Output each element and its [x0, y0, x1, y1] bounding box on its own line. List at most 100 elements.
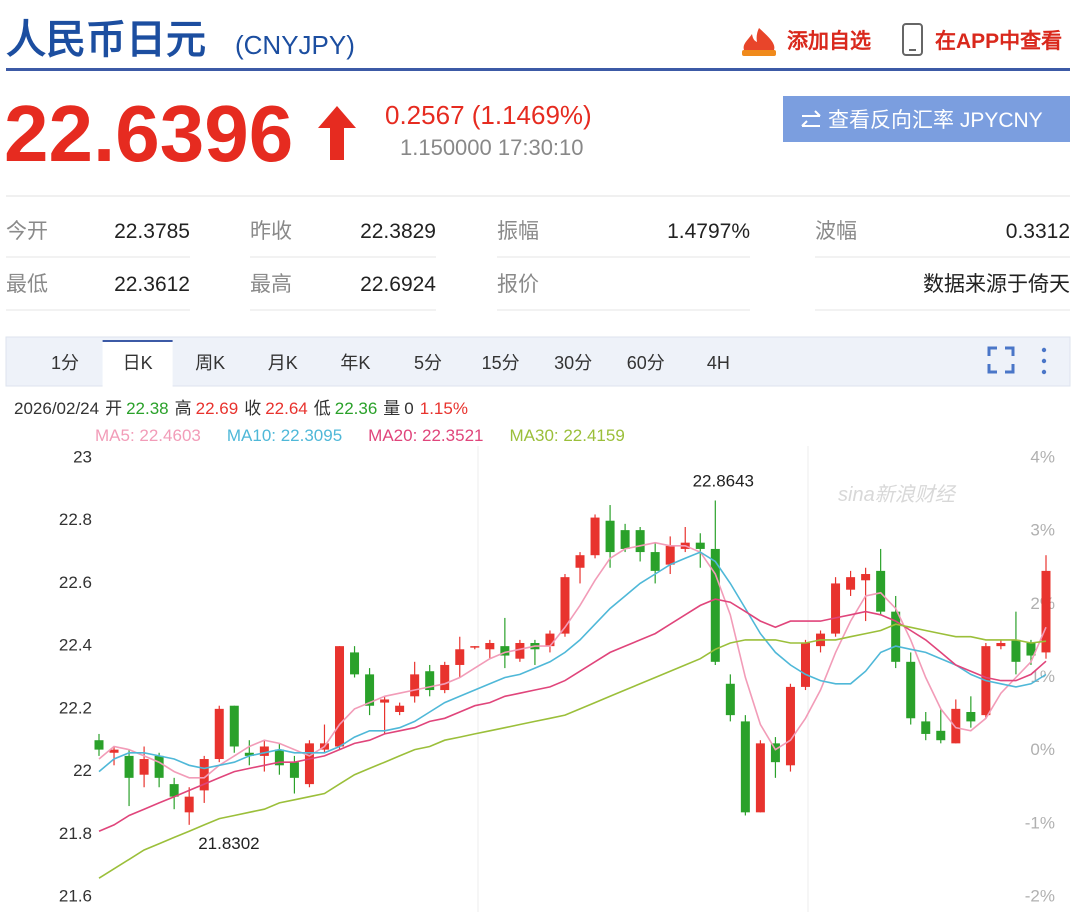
candle-body [184, 796, 194, 813]
info-value: 22.69 [196, 399, 239, 418]
info-value: 0 [404, 399, 413, 418]
y-tick-label: 22.4 [59, 636, 92, 655]
add-watch[interactable]: 添加自选 [787, 29, 871, 53]
candle-body [846, 577, 856, 590]
stat-label: 报价 [497, 273, 539, 296]
candle-body [500, 646, 510, 656]
info-label: 量 [383, 399, 400, 418]
legend-entry: MA30: 22.4159 [509, 426, 624, 445]
y-tick-label: 22.8 [59, 510, 92, 529]
candle-body [289, 762, 299, 778]
quote-time: 1.150000 17:30:10 [400, 135, 584, 160]
candle-body [635, 530, 645, 553]
candle-body [665, 545, 675, 565]
candle-body [154, 755, 164, 778]
candle-body [575, 555, 585, 568]
stat-value: 22.6924 [360, 273, 436, 296]
active-tab-marker [102, 340, 173, 342]
low-annotation: 21.8302 [198, 834, 259, 853]
reverse-rate-button[interactable]: 查看反向汇率 JPYCNY [783, 96, 1070, 142]
add-watch-icon[interactable] [742, 28, 776, 56]
period-tab[interactable]: 年K [340, 353, 370, 373]
header-rule [6, 68, 1070, 71]
info-label: 低 [314, 399, 331, 418]
info-value: 1.15% [420, 399, 468, 418]
info-label: 收 [244, 399, 261, 418]
candle-body [831, 583, 841, 634]
y2-tick-label: -1% [1025, 813, 1055, 832]
info-value: 22.64 [265, 399, 308, 418]
ohlc-info: 2026/02/24 开 22.38 高 22.69 收 22.64 低 22.36 量 0 1.15… [14, 399, 468, 418]
stat-label: 今开 [6, 220, 48, 243]
candle-body [335, 646, 345, 747]
y-tick-label: 21.6 [59, 886, 92, 905]
stat-label: 波幅 [815, 220, 857, 243]
candle-body [605, 520, 615, 553]
y2-tick-label: 4% [1030, 447, 1055, 466]
stat-label: 最高 [250, 273, 292, 296]
candle-body [229, 705, 239, 747]
y-tick-label: 22.6 [59, 573, 92, 592]
fullscreen-icon[interactable] [987, 346, 1015, 374]
phone-icon[interactable] [902, 23, 923, 56]
candle-body [650, 552, 660, 571]
active-tab [102, 341, 173, 387]
stat-value: 22.3785 [114, 220, 190, 243]
candle-body [725, 683, 735, 716]
period-tab[interactable]: 1分 [51, 353, 79, 373]
stat-value: 0.3312 [1006, 220, 1070, 243]
legend-entry: MA5: 22.4603 [95, 426, 201, 445]
candle-body [1011, 639, 1021, 662]
y-tick-label: 21.8 [59, 824, 92, 843]
reverse-rate-label[interactable]: 查看反向汇率 JPYCNY [828, 109, 1043, 132]
candle-body [620, 530, 630, 549]
period-tab[interactable]: 月K [268, 353, 298, 373]
y2-tick-label: -2% [1025, 886, 1055, 905]
period-tab[interactable]: 周K [195, 353, 225, 373]
candle-body [304, 743, 314, 785]
candle-body [740, 721, 750, 813]
period-tab[interactable]: 30分 [554, 353, 592, 373]
candle-body [124, 755, 134, 778]
candle-body [1026, 643, 1036, 656]
price-change: 0.2567 (1.1469%) [385, 100, 592, 130]
period-tab[interactable]: 15分 [482, 353, 520, 373]
info-label: 开 [105, 399, 122, 418]
candle-body [695, 542, 705, 549]
legend-entry: MA20: 22.3521 [368, 426, 483, 445]
ma-line [98, 598, 1047, 832]
candle-body [395, 705, 405, 712]
candle-body [951, 708, 961, 744]
candle-body [996, 643, 1006, 647]
candle-body [139, 759, 149, 775]
candle-body [169, 784, 179, 797]
candle-body [350, 652, 360, 675]
candle-body [545, 633, 555, 647]
candle-body [259, 746, 269, 756]
period-tab[interactable]: 5分 [414, 353, 442, 373]
stat-label: 最低 [6, 273, 48, 296]
y2-tick-label: 3% [1030, 521, 1055, 540]
candle-body [1041, 570, 1051, 653]
info-value: 22.38 [126, 399, 169, 418]
candle-body [755, 743, 765, 813]
ma-line [98, 551, 1047, 773]
candle-body [515, 643, 525, 659]
page-title: 人民币日元 [6, 18, 206, 62]
candle-body [365, 674, 375, 706]
open-in-app[interactable]: 在APP中查看 [935, 29, 1062, 53]
period-tab[interactable]: 日K [123, 353, 153, 373]
stat-label: 昨收 [250, 220, 292, 243]
tab-bar [5, 336, 1071, 387]
candle-body [921, 721, 931, 734]
stat-value: 22.3829 [360, 220, 436, 243]
stat-value: 数据来源于倚天 [923, 273, 1070, 296]
candle-body [425, 671, 435, 691]
stat-value: 22.3612 [114, 273, 190, 296]
y2-tick-label: 0% [1030, 740, 1055, 759]
more-icon[interactable] [1041, 347, 1047, 375]
period-tab[interactable]: 4H [707, 353, 730, 373]
period-tab[interactable]: 60分 [627, 353, 665, 373]
